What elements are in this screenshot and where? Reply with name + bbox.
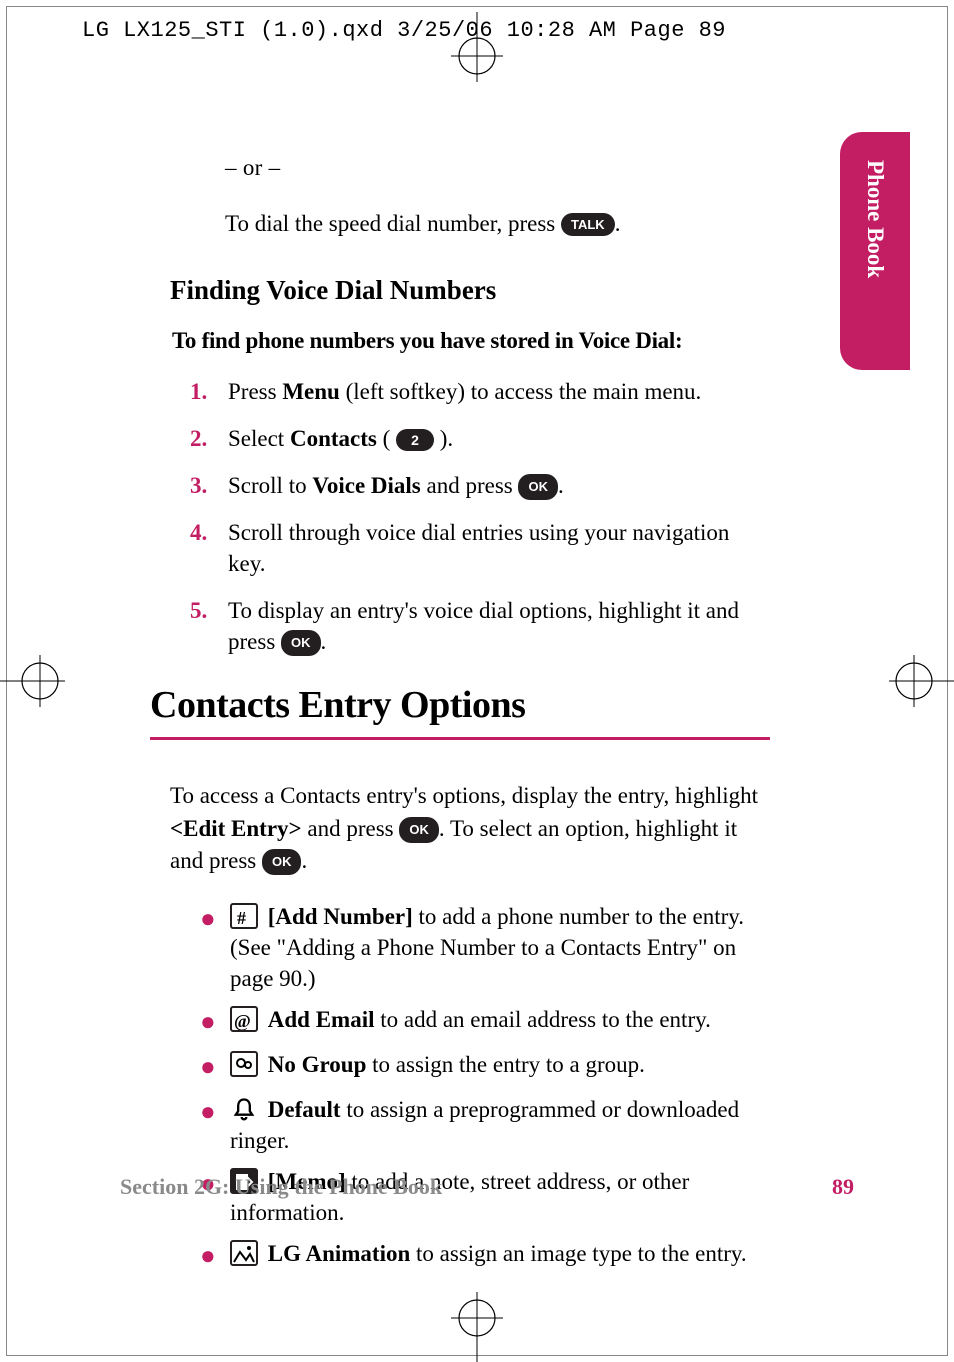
step-body: Press Menu (left softkey) to access the … — [228, 376, 770, 407]
step-body: To display an entry's voice dial options… — [228, 595, 770, 657]
at-icon: @ — [230, 1006, 258, 1032]
ok-key: OK — [281, 630, 321, 656]
dial-line: To dial the speed dial number, press TAL… — [225, 211, 770, 237]
hash-icon: # — [230, 903, 258, 929]
footer-section: Section 2G: Using the Phone Book — [120, 1174, 442, 1200]
step-num: 2. — [190, 423, 228, 454]
step-4: 4. Scroll through voice dial entries usi… — [190, 517, 770, 579]
step-1: 1. Press Menu (left softkey) to access t… — [190, 376, 770, 407]
page-number: 89 — [832, 1174, 854, 1200]
step-num: 1. — [190, 376, 228, 407]
svg-text:#: # — [237, 908, 246, 928]
lead-text: To find phone numbers you have stored in… — [172, 328, 770, 354]
qxd-header: LG LX125_STI (1.0).qxd 3/25/06 10:28 AM … — [82, 18, 726, 43]
bullet-icon: ● — [200, 1004, 230, 1039]
step-body: Scroll to Voice Dials and press OK. — [228, 470, 770, 501]
image-icon — [230, 1240, 258, 1266]
side-tab: Phone Book — [840, 132, 910, 370]
talk-key: TALK — [561, 213, 615, 236]
step-body: Scroll through voice dial entries using … — [228, 517, 770, 579]
main-heading: Contacts Entry Options — [150, 683, 770, 727]
heading-rule — [150, 737, 770, 740]
step-3: 3. Scroll to Voice Dials and press OK. — [190, 470, 770, 501]
page-footer: Section 2G: Using the Phone Book 89 — [120, 1174, 854, 1200]
option-add-number: ● # [Add Number] to add a phone number t… — [200, 901, 770, 994]
step-num: 4. — [190, 517, 228, 579]
ok-key: OK — [518, 474, 558, 500]
bullet-icon: ● — [200, 1094, 230, 1156]
registration-mark-left — [0, 651, 65, 711]
section-heading: Finding Voice Dial Numbers — [170, 275, 770, 306]
side-tab-label: Phone Book — [862, 160, 888, 278]
step-num: 3. — [190, 470, 228, 501]
or-text: – or – — [225, 155, 770, 181]
step-body: Select Contacts ( 2 ). — [228, 423, 770, 454]
step-5: 5. To display an entry's voice dial opti… — [190, 595, 770, 657]
ok-key: OK — [399, 817, 439, 843]
option-default: ● Default to assign a preprogrammed or d… — [200, 1094, 770, 1156]
dial-post: . — [615, 211, 621, 236]
group-icon — [230, 1051, 258, 1077]
bell-icon — [230, 1096, 258, 1122]
registration-mark-top — [447, 12, 507, 82]
bullet-icon: ● — [200, 901, 230, 994]
ok-key: OK — [262, 849, 302, 875]
svg-text:@: @ — [234, 1011, 251, 1031]
options-intro: To access a Contacts entry's options, di… — [170, 780, 770, 877]
step-2: 2. Select Contacts ( 2 ). — [190, 423, 770, 454]
step-num: 5. — [190, 595, 228, 657]
option-add-email: ● @ Add Email to add an email address to… — [200, 1004, 770, 1039]
registration-mark-bottom — [447, 1292, 507, 1362]
dial-pre: To dial the speed dial number, press — [225, 211, 561, 236]
steps-list: 1. Press Menu (left softkey) to access t… — [190, 376, 770, 657]
key-2: 2 — [396, 429, 434, 451]
options-list: ● # [Add Number] to add a phone number t… — [200, 901, 770, 1274]
registration-mark-right — [889, 651, 954, 711]
option-lg-animation: ● LG Animation to assign an image type t… — [200, 1238, 770, 1273]
page-content: – or – To dial the speed dial number, pr… — [150, 155, 770, 1284]
bullet-icon: ● — [200, 1049, 230, 1084]
bullet-icon: ● — [200, 1238, 230, 1273]
option-no-group: ● No Group to assign the entry to a grou… — [200, 1049, 770, 1084]
